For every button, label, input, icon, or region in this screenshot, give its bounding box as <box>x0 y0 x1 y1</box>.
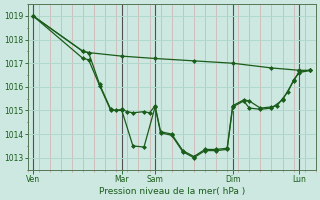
X-axis label: Pression niveau de la mer( hPa ): Pression niveau de la mer( hPa ) <box>99 187 245 196</box>
